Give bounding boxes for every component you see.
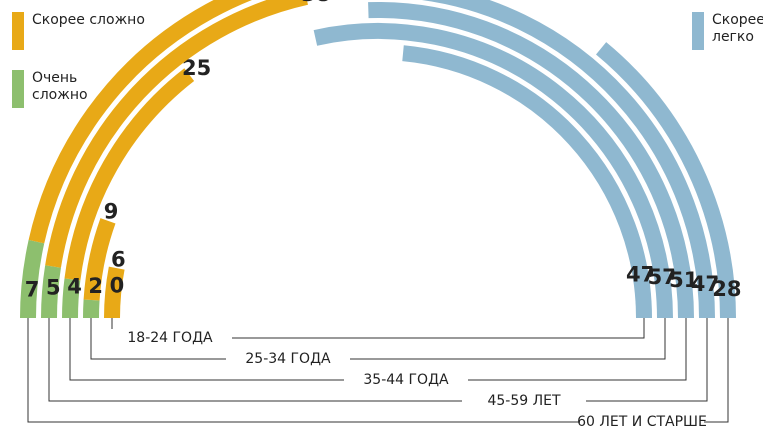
legend-label: Скорее сложно <box>32 12 182 50</box>
category-label: 60 ЛЕТ И СТАРШЕ <box>577 414 707 428</box>
value-label: 54 <box>492 0 521 3</box>
value-label: 9 <box>104 200 119 224</box>
bracket <box>70 318 686 380</box>
value-label: 5 <box>46 276 61 300</box>
chart-svg: 064718-24 ГОДА295725-34 ГОДА4255135-44 Г… <box>0 0 763 428</box>
value-label: 28 <box>712 277 741 301</box>
arc-segment <box>91 300 92 318</box>
legend-label: Скорее легко <box>712 12 763 50</box>
legend-item: Очень сложно <box>12 70 102 108</box>
legend-item: Скорее сложно <box>12 12 182 50</box>
legend-swatch <box>12 12 24 50</box>
value-label: 6 <box>111 247 126 271</box>
value-label: 7 <box>25 277 40 301</box>
value-label: 2 <box>88 274 103 298</box>
value-label: 38 <box>301 0 330 6</box>
category-label: 45-59 ЛЕТ <box>487 393 561 409</box>
value-label: 0 <box>110 274 125 298</box>
chart: 064718-24 ГОДА295725-34 ГОДА4255135-44 Г… <box>0 0 763 428</box>
value-label: 4 <box>67 275 82 299</box>
legend-swatch <box>692 12 704 50</box>
legend-label: Очень сложно <box>32 70 102 108</box>
category-label: 25-34 ГОДА <box>245 351 331 367</box>
category-label: 18-24 ГОДА <box>127 330 213 346</box>
category-label: 35-44 ГОДА <box>363 372 449 388</box>
legend-item: Скорее легко <box>692 12 763 50</box>
legend-swatch <box>12 70 24 108</box>
